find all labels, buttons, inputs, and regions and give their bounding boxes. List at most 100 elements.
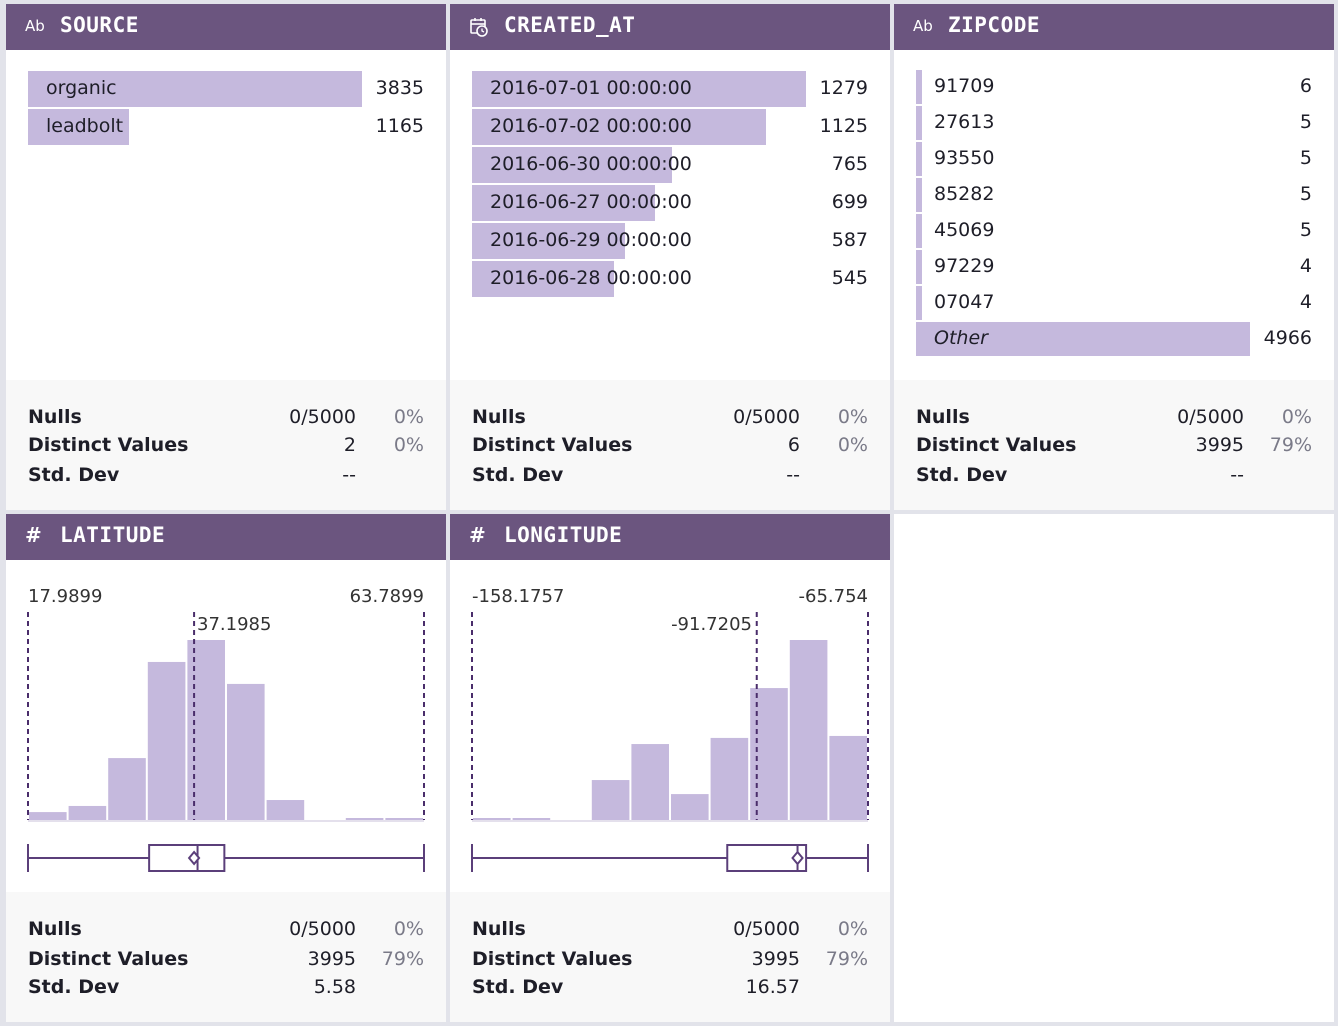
- histogram-bin: [473, 818, 511, 820]
- distinct-value: 3995: [1195, 434, 1244, 456]
- nulls-value: 0/5000: [289, 406, 356, 428]
- distinct-pct: 0%: [837, 434, 868, 456]
- histogram-bin: [591, 780, 630, 820]
- bar-row[interactable]: 97229 4: [916, 250, 1312, 284]
- max-label: -65.754: [798, 586, 868, 607]
- card-longitude: # LONGITUDE -158.1757 -65.754 -91.7205 N…: [450, 514, 890, 1022]
- bar-count: 699: [831, 191, 868, 213]
- bar-label: 27613: [934, 111, 995, 133]
- bar-row[interactable]: 45069 5: [916, 214, 1312, 248]
- stat-distinct: Distinct Values 2 0%: [28, 434, 424, 456]
- bar: [916, 70, 922, 104]
- min-label: -158.1757: [472, 586, 565, 607]
- bar-count: 5: [1299, 183, 1312, 205]
- histogram-bin: [187, 640, 225, 820]
- distinct-pct: 79%: [825, 948, 868, 970]
- nulls-value: 0/5000: [733, 918, 800, 940]
- bar-row[interactable]: 07047 4: [916, 286, 1312, 320]
- bar-row[interactable]: 2016-06-28 00:00:00 545: [472, 261, 868, 297]
- nulls-value: 0/5000: [289, 918, 356, 940]
- card-header[interactable]: # LATITUDE: [6, 514, 446, 560]
- nulls-value: 0/5000: [733, 406, 800, 428]
- bar-count: 587: [831, 229, 868, 251]
- bar: [472, 109, 766, 145]
- nulls-pct: 0%: [837, 406, 868, 428]
- column-title: CREATED_AT: [504, 13, 636, 37]
- bar: [916, 286, 922, 320]
- bar-label: 2016-07-01 00:00:00: [490, 77, 692, 99]
- text-type-icon: Ab: [913, 17, 933, 35]
- bar-row[interactable]: 2016-06-29 00:00:00 587: [472, 223, 868, 259]
- bar-count: 5: [1299, 147, 1312, 169]
- text-type-icon: Ab: [25, 17, 45, 35]
- card-header[interactable]: # LONGITUDE: [450, 514, 890, 560]
- histogram-bin: [385, 818, 423, 820]
- histogram-bin: [512, 818, 551, 820]
- bar-label: 2016-06-27 00:00:00: [490, 191, 692, 213]
- bar: [916, 142, 922, 176]
- bar-row[interactable]: 27613 5: [916, 106, 1312, 140]
- bar-label: 93550: [934, 147, 995, 169]
- std-value: --: [342, 464, 356, 486]
- min-label: 17.9899: [28, 586, 103, 607]
- histogram-bin: [345, 818, 384, 820]
- bar-row[interactable]: organic 3835: [28, 71, 424, 107]
- bar: [472, 223, 626, 259]
- stat-distinct: Distinct Values 3995 79%: [916, 434, 1312, 456]
- std-value: --: [1230, 464, 1244, 486]
- card-header[interactable]: Ab SOURCE: [6, 4, 446, 50]
- mean-label: -91.7205: [671, 614, 752, 635]
- distinct-pct: 79%: [1269, 434, 1312, 456]
- bar: [472, 261, 615, 297]
- card-latitude: # LATITUDE 17.9899 63.7899 37.1985 Nulls…: [6, 514, 446, 1022]
- histogram-bin: [710, 737, 749, 820]
- mean-marker: [791, 850, 804, 866]
- nulls-pct: 0%: [393, 918, 424, 940]
- bar-row[interactable]: Other 4966: [916, 322, 1312, 356]
- bar-count: 765: [831, 153, 868, 175]
- bar-label: 2016-06-30 00:00:00: [490, 153, 692, 175]
- bar-label: 07047: [934, 291, 995, 313]
- nulls-pct: 0%: [393, 406, 424, 428]
- bar-row[interactable]: 2016-07-01 00:00:00 1279: [472, 71, 868, 107]
- bar-count: 4966: [1263, 327, 1312, 349]
- number-type-icon: #: [25, 523, 42, 547]
- bar-label: 2016-06-29 00:00:00: [490, 229, 692, 251]
- bar-count: 1125: [819, 115, 868, 137]
- stat-nulls: Nulls 0/5000 0%: [916, 406, 1312, 428]
- bar-count: 3835: [375, 77, 424, 99]
- bar-row[interactable]: 2016-06-27 00:00:00 699: [472, 185, 868, 221]
- distinct-value: 2: [343, 434, 356, 456]
- card-header[interactable]: CREATED_AT: [450, 4, 890, 50]
- histogram-bin: [227, 683, 265, 820]
- bar: [472, 71, 806, 107]
- stat-std: Std. Dev --: [472, 464, 800, 486]
- bar-label: 2016-07-02 00:00:00: [490, 115, 692, 137]
- stat-distinct: Distinct Values 3995 79%: [472, 948, 868, 970]
- bar-row[interactable]: 85282 5: [916, 178, 1312, 212]
- bar-row[interactable]: leadbolt 1165: [28, 109, 424, 145]
- bar-row[interactable]: 91709 6: [916, 70, 1312, 104]
- bar-count: 6: [1299, 75, 1312, 97]
- stats-panel: Nulls 0/5000 0% Distinct Values 3995 79%…: [450, 892, 890, 1022]
- calendar-clock-icon: [469, 16, 489, 42]
- stat-std: Std. Dev --: [28, 464, 356, 486]
- column-title: ZIPCODE: [948, 13, 1041, 37]
- stats-panel: Nulls 0/5000 0% Distinct Values 6 0% Std…: [450, 380, 890, 510]
- bar-label: 45069: [934, 219, 995, 241]
- distinct-pct: 0%: [393, 434, 424, 456]
- distinct-value: 3995: [751, 948, 800, 970]
- bar-row[interactable]: 2016-07-02 00:00:00 1125: [472, 109, 868, 145]
- bar-row[interactable]: 2016-06-30 00:00:00 765: [472, 147, 868, 183]
- stat-nulls: Nulls 0/5000 0%: [28, 406, 424, 428]
- std-value: --: [786, 464, 800, 486]
- bar-row[interactable]: 93550 5: [916, 142, 1312, 176]
- bar-label: leadbolt: [46, 115, 124, 137]
- mean-label: 37.1985: [197, 614, 272, 635]
- card-header[interactable]: Ab ZIPCODE: [894, 4, 1334, 50]
- histogram-bin: [29, 812, 67, 820]
- card-created-at: CREATED_AT 2016-07-01 00:00:00 1279 2016-0…: [450, 4, 890, 510]
- histogram: [27, 612, 425, 872]
- bar-label: 85282: [934, 183, 995, 205]
- number-type-icon: #: [469, 523, 486, 547]
